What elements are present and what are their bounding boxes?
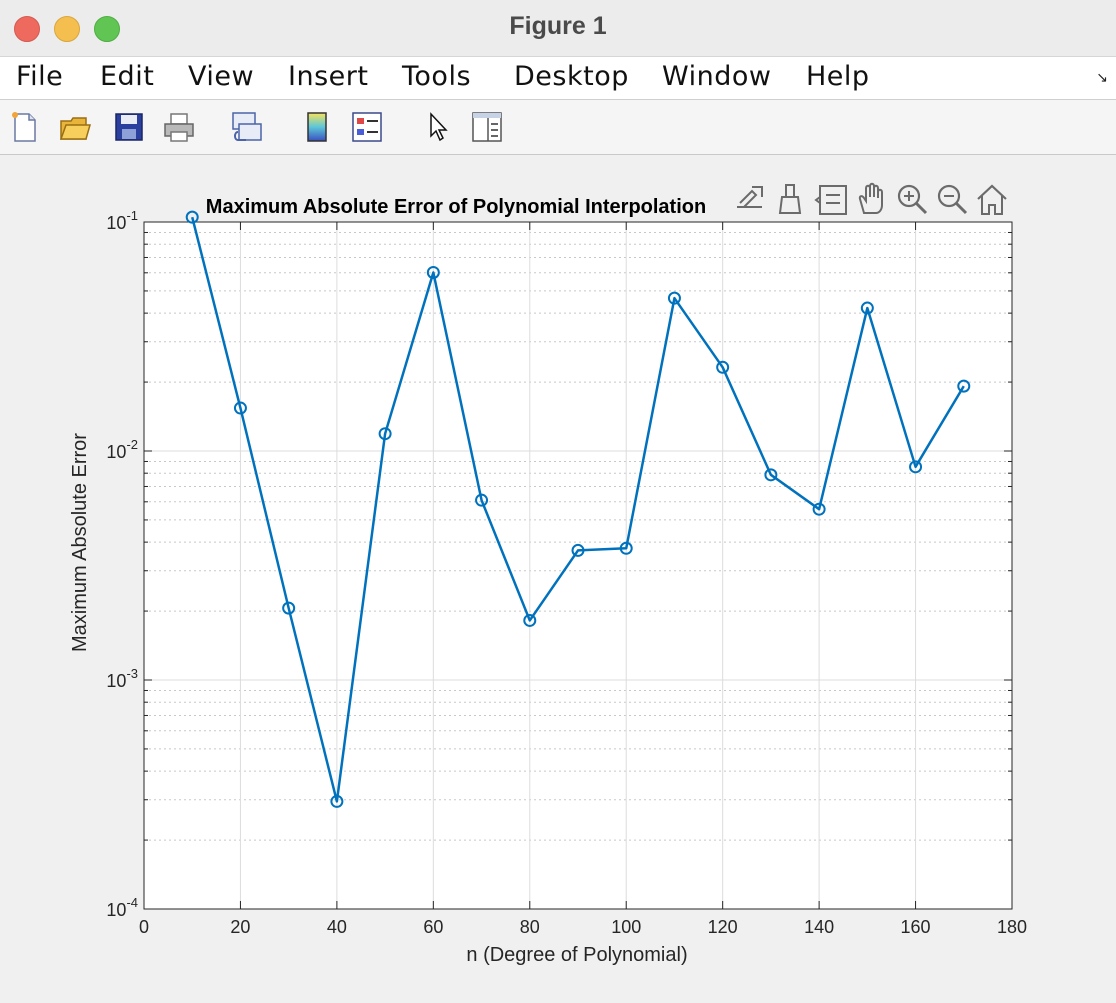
close-window-button[interactable] xyxy=(14,16,40,42)
axes-box xyxy=(143,221,1013,910)
chart: 0 20 40 60 80 100 120 140 160 180 10-4 10-3 10-2 10-1… xyxy=(69,182,1027,966)
menu-file[interactable]: File xyxy=(16,61,64,92)
data-tips-icon[interactable] xyxy=(814,185,847,215)
zoom-in-icon[interactable] xyxy=(897,184,928,215)
brush-icon[interactable] xyxy=(778,184,802,214)
export-icon[interactable] xyxy=(737,186,763,208)
y-tick-label: 10-4 xyxy=(106,895,138,920)
data-point xyxy=(330,794,344,808)
data-point xyxy=(282,601,296,615)
data-point xyxy=(716,360,730,374)
x-tick-label: 140 xyxy=(804,917,834,937)
data-point xyxy=(764,468,778,482)
data-point xyxy=(475,493,489,507)
figure-toolbar xyxy=(0,100,1116,155)
data-point xyxy=(185,210,199,224)
x-tick-label: 0 xyxy=(139,917,149,937)
y-tick-label: 10-3 xyxy=(106,666,138,691)
new-figure-icon[interactable] xyxy=(8,110,42,144)
title-bar: Figure 1 xyxy=(0,0,1116,57)
maximize-window-button[interactable] xyxy=(94,16,120,42)
axes-toolbar xyxy=(737,182,1007,215)
data-point xyxy=(860,301,874,315)
zoom-out-icon[interactable] xyxy=(937,184,968,215)
series-line xyxy=(191,216,965,803)
x-tick-label: 100 xyxy=(611,917,641,937)
data-point xyxy=(667,291,681,305)
menu-help[interactable]: Help xyxy=(806,61,870,92)
y-tick-label: 10-2 xyxy=(106,437,138,462)
data-point xyxy=(523,613,537,627)
y-axis-label: Maximum Absolute Error xyxy=(69,433,91,652)
print-icon[interactable] xyxy=(162,110,196,144)
menu-tools[interactable]: Tools xyxy=(402,61,472,92)
plot-area: 0 20 40 60 80 100 120 140 160 180 10-4 10-3 10-2 10-1… xyxy=(69,196,1027,966)
data-point xyxy=(812,502,826,516)
x-tick-label: 60 xyxy=(423,917,443,937)
figure-area: 0 20 40 60 80 100 120 140 160 180 10-4 10-3 10-2 10-1… xyxy=(0,155,1116,998)
save-icon[interactable] xyxy=(112,110,146,144)
window-title: Figure 1 xyxy=(509,12,607,40)
x-tick-label: 180 xyxy=(997,917,1027,937)
chart-title: Maximum Absolute Error of Polynomial Int… xyxy=(206,196,706,218)
y-tick-label: 10-1 xyxy=(106,208,138,233)
data-point xyxy=(378,427,392,441)
x-tick-label: 80 xyxy=(520,917,540,937)
data-point xyxy=(233,401,247,415)
data-point xyxy=(909,460,923,474)
x-tick-label: 40 xyxy=(327,917,347,937)
colorbar-icon[interactable] xyxy=(300,110,334,144)
undock-arrow-icon[interactable]: ↘ xyxy=(1096,69,1108,85)
menu-edit[interactable]: Edit xyxy=(100,61,155,92)
data-point xyxy=(957,379,971,393)
pan-icon[interactable] xyxy=(858,182,883,214)
edit-plot-icon[interactable] xyxy=(422,110,456,144)
home-icon[interactable] xyxy=(977,184,1007,215)
menu-bar: File Edit View Insert Tools Desktop Wind… xyxy=(0,57,1116,100)
minimize-window-button[interactable] xyxy=(54,16,80,42)
menu-view[interactable]: View xyxy=(188,61,255,92)
menu-desktop[interactable]: Desktop xyxy=(514,61,629,92)
menu-window[interactable]: Window xyxy=(662,61,772,92)
menu-insert[interactable]: Insert xyxy=(288,61,369,92)
data-point xyxy=(571,543,585,557)
x-tick-label: 120 xyxy=(708,917,738,937)
x-tick-label: 160 xyxy=(901,917,931,937)
data-point xyxy=(619,541,633,555)
plot-background xyxy=(144,222,1012,909)
data-point xyxy=(426,265,440,279)
x-axis-label: n (Degree of Polynomial) xyxy=(466,944,687,966)
legend-icon[interactable] xyxy=(350,110,384,144)
x-tick-label: 20 xyxy=(230,917,250,937)
open-file-icon[interactable] xyxy=(58,110,92,144)
property-inspector-icon[interactable] xyxy=(470,110,504,144)
link-plot-icon[interactable] xyxy=(230,110,264,144)
